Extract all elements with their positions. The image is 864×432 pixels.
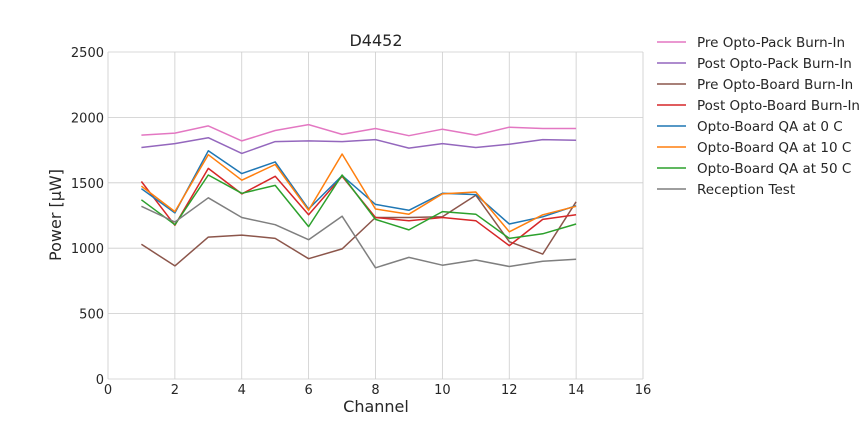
x-tick-label-5: 10 (434, 383, 451, 398)
y-tick-label-2: 1000 (71, 242, 104, 257)
legend: Pre Opto-Pack Burn-In Post Opto-Pack Burn… (657, 35, 860, 198)
x-tick-label-6: 12 (501, 383, 518, 398)
legend-label-4: Opto-Board QA at 0 C (697, 119, 843, 135)
x-tick-label-3: 6 (304, 383, 312, 398)
y-axis-label: Power [μW] (46, 169, 65, 261)
y-tick-label-5: 2500 (71, 46, 104, 61)
y-tick-label-4: 2000 (71, 111, 104, 126)
legend-label-5: Opto-Board QA at 10 C (697, 140, 851, 156)
x-tick-label-1: 2 (171, 383, 179, 398)
legend-label-1: Post Opto-Pack Burn-In (697, 56, 852, 72)
legend-label-6: Opto-Board QA at 50 C (697, 161, 851, 177)
x-tick-label-4: 8 (371, 383, 379, 398)
x-tick-label-2: 4 (238, 383, 246, 398)
series-line-4 (140, 150, 577, 225)
y-tick-label-1: 500 (79, 308, 104, 323)
y-tick-label-3: 1500 (71, 177, 104, 192)
x-tick-label-7: 14 (568, 383, 585, 398)
grid (107, 51, 644, 380)
x-tick-labels: 0 2 4 6 8 10 12 14 16 (104, 383, 651, 398)
series-line-5 (140, 153, 577, 233)
chart-title: D4452 (349, 31, 402, 50)
legend-label-0: Pre Opto-Pack Burn-In (697, 35, 845, 51)
x-axis-label: Channel (343, 397, 409, 416)
series-line-1 (141, 136, 577, 155)
y-tick-labels: 0 500 1000 1500 2000 2500 (71, 46, 104, 388)
x-tick-label-0: 0 (104, 383, 112, 398)
series-line-7 (141, 197, 577, 269)
series-line-0 (141, 123, 577, 142)
legend-label-3: Post Opto-Board Burn-In (697, 98, 860, 114)
legend-label-7: Reception Test (697, 182, 795, 198)
series-lines (140, 123, 577, 269)
legend-label-2: Pre Opto-Board Burn-In (697, 77, 853, 93)
x-tick-label-8: 16 (635, 383, 652, 398)
series-line-6 (140, 174, 577, 240)
y-tick-label-0: 0 (96, 373, 104, 388)
